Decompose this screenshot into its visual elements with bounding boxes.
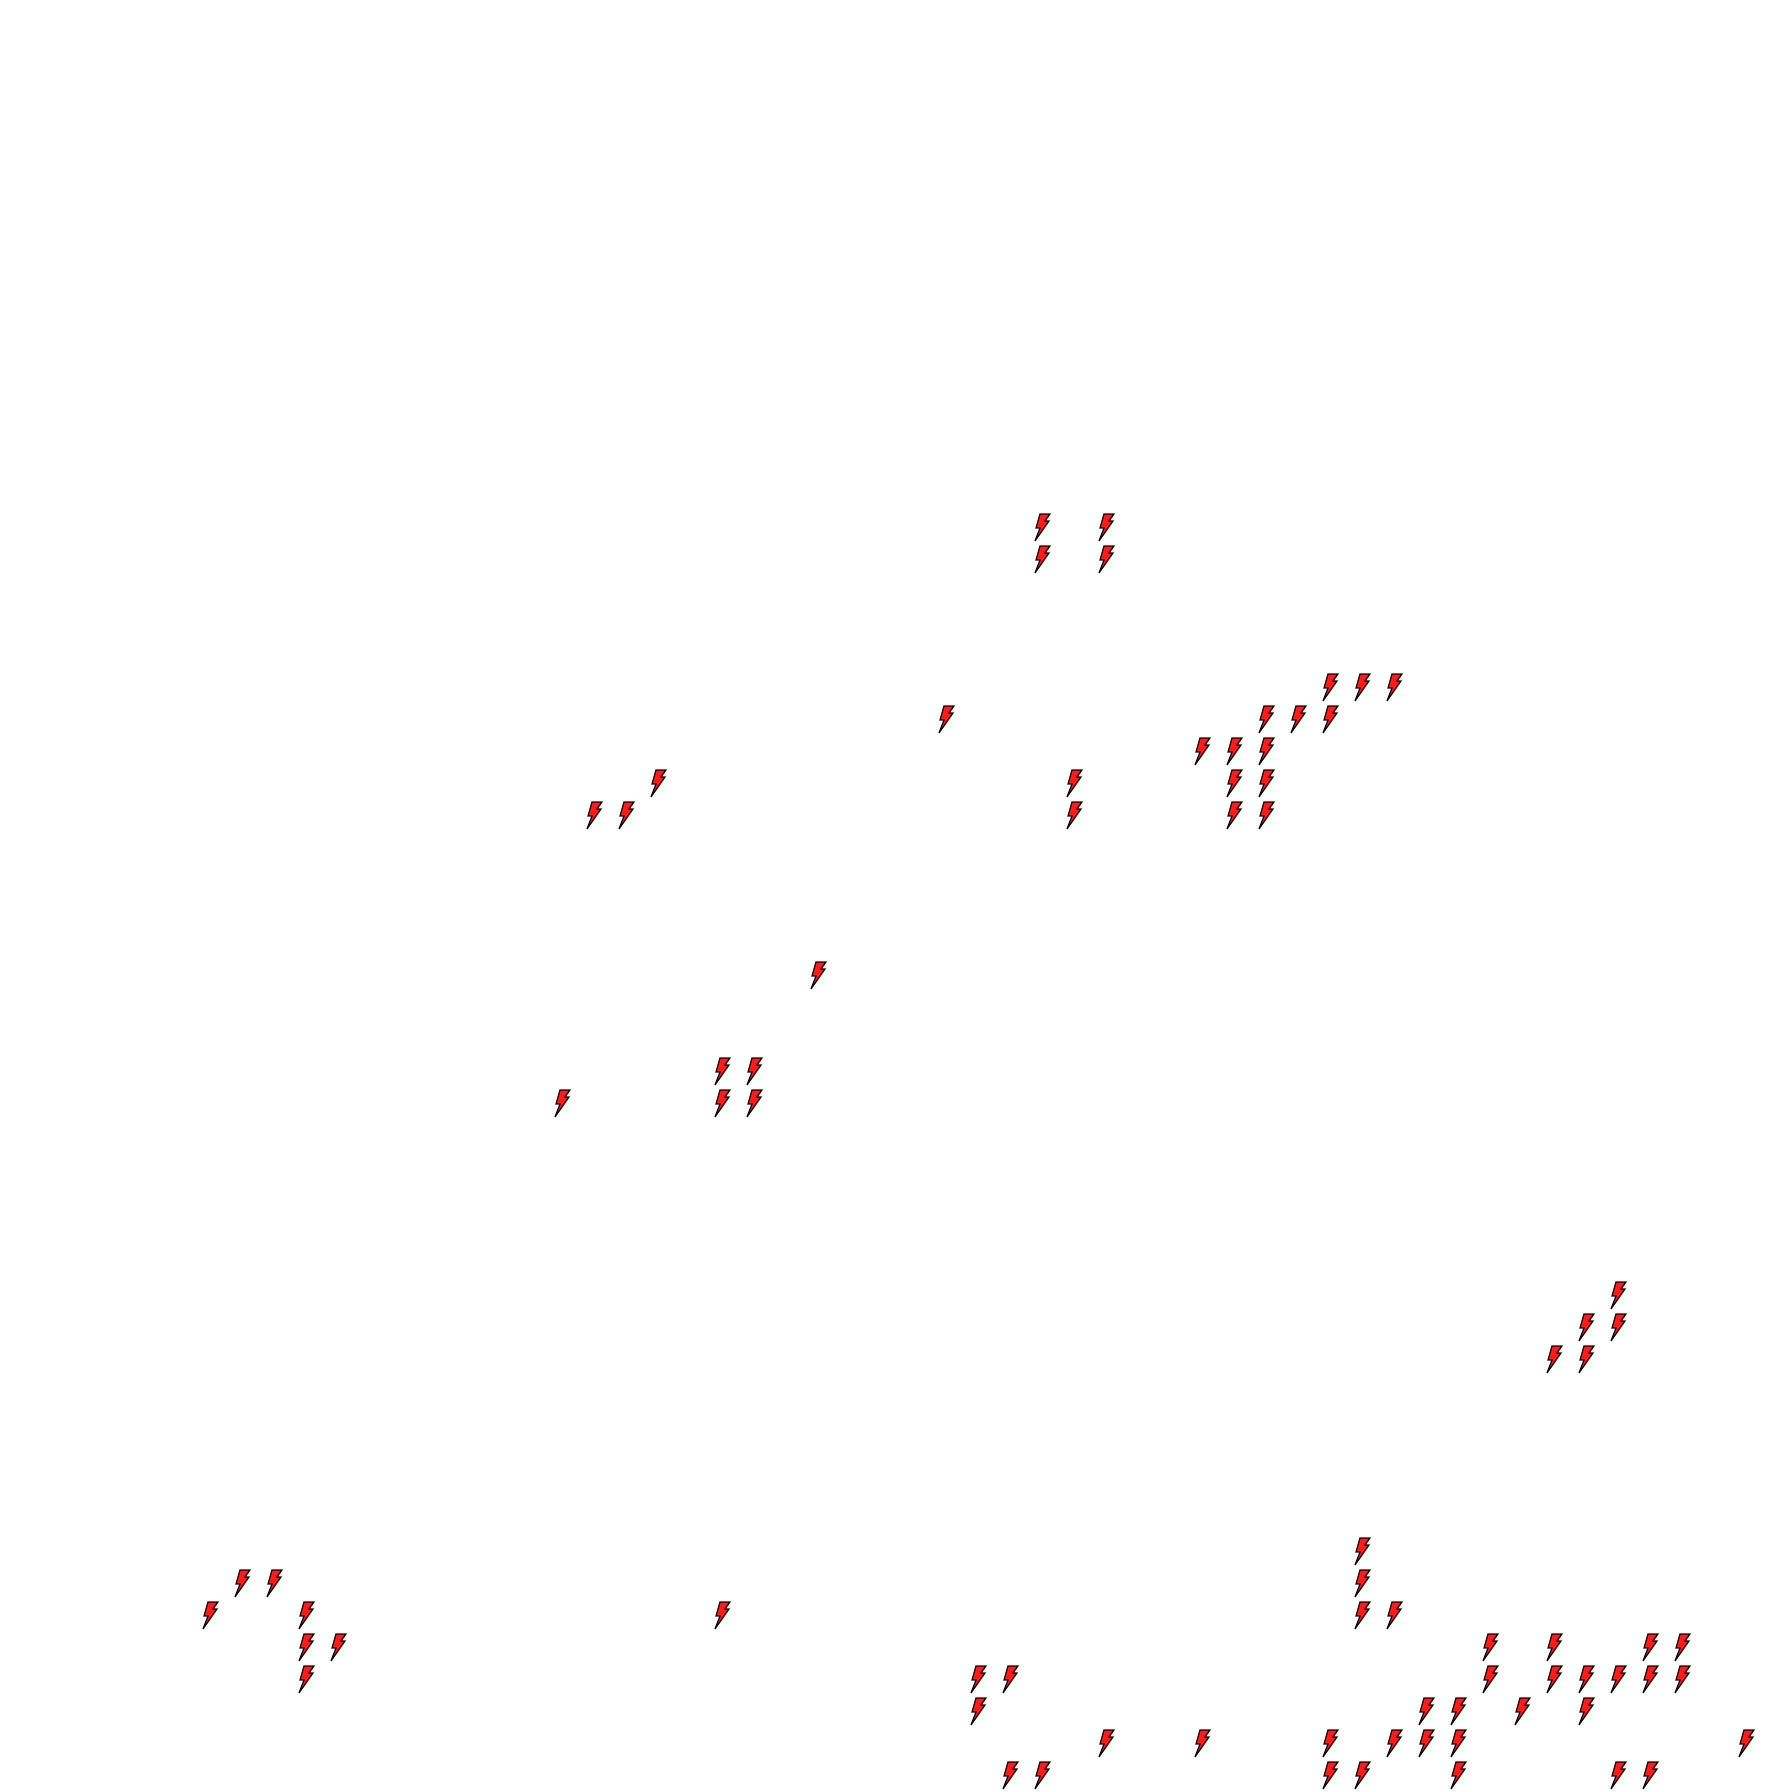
lightning-bolt-icon[interactable]: [1416, 1697, 1436, 1727]
lightning-bolt-icon[interactable]: [1352, 1601, 1372, 1631]
lightning-bolt-icon[interactable]: [1096, 513, 1116, 543]
lightning-bolt-icon[interactable]: [1256, 769, 1276, 799]
lightning-bolt-icon[interactable]: [1320, 1761, 1340, 1791]
lightning-bolt-icon[interactable]: [1608, 1313, 1628, 1343]
lightning-bolt-icon[interactable]: [1096, 545, 1116, 575]
lightning-bolt-icon[interactable]: [264, 1569, 284, 1599]
lightning-bolt-icon[interactable]: [1544, 1345, 1564, 1375]
lightning-bolt-icon[interactable]: [1384, 1729, 1404, 1759]
lightning-bolt-icon[interactable]: [200, 1601, 220, 1631]
lightning-bolt-icon[interactable]: [1288, 705, 1308, 735]
lightning-bolt-icon[interactable]: [1576, 1313, 1596, 1343]
lightning-bolt-icon[interactable]: [1672, 1633, 1692, 1663]
lightning-bolt-icon[interactable]: [1192, 737, 1212, 767]
lightning-bolt-icon[interactable]: [296, 1665, 316, 1695]
lightning-bolt-icon[interactable]: [1480, 1665, 1500, 1695]
lightning-bolt-icon[interactable]: [1000, 1665, 1020, 1695]
lightning-bolt-icon[interactable]: [1608, 1281, 1628, 1311]
lightning-bolt-icon[interactable]: [744, 1089, 764, 1119]
lightning-bolt-icon[interactable]: [232, 1569, 252, 1599]
lightning-bolt-icon[interactable]: [1224, 769, 1244, 799]
lightning-bolt-icon[interactable]: [808, 961, 828, 991]
lightning-bolt-icon[interactable]: [1512, 1697, 1532, 1727]
lightning-bolt-icon[interactable]: [1352, 673, 1372, 703]
lightning-bolt-icon[interactable]: [1672, 1665, 1692, 1695]
lightning-bolt-icon[interactable]: [1384, 673, 1404, 703]
lightning-bolt-icon[interactable]: [1256, 705, 1276, 735]
lightning-bolt-icon[interactable]: [1000, 1761, 1020, 1791]
lightning-bolt-icon[interactable]: [1640, 1761, 1660, 1791]
lightning-bolt-icon[interactable]: [552, 1089, 572, 1119]
lightning-bolt-icon[interactable]: [1256, 801, 1276, 831]
lightning-bolt-icon[interactable]: [1320, 705, 1340, 735]
lightning-bolt-icon[interactable]: [968, 1697, 988, 1727]
lightning-bolt-icon[interactable]: [1416, 1729, 1436, 1759]
lightning-bolt-icon[interactable]: [1448, 1729, 1468, 1759]
lightning-bolt-icon[interactable]: [1544, 1665, 1564, 1695]
lightning-bolt-icon[interactable]: [1064, 769, 1084, 799]
lightning-bolt-icon[interactable]: [1192, 1729, 1212, 1759]
lightning-bolt-icon[interactable]: [712, 1089, 732, 1119]
lightning-bolt-icon[interactable]: [1032, 513, 1052, 543]
lightning-bolt-icon[interactable]: [1064, 801, 1084, 831]
lightning-bolt-icon[interactable]: [616, 801, 636, 831]
lightning-bolt-icon[interactable]: [1320, 1729, 1340, 1759]
lightning-bolt-icon[interactable]: [1576, 1697, 1596, 1727]
lightning-bolt-icon[interactable]: [1608, 1761, 1628, 1791]
lightning-bolt-icon[interactable]: [1448, 1761, 1468, 1791]
lightning-bolt-icon[interactable]: [1448, 1697, 1468, 1727]
lightning-bolt-icon[interactable]: [936, 705, 956, 735]
lightning-bolt-icon[interactable]: [968, 1665, 988, 1695]
lightning-bolt-icon[interactable]: [744, 1057, 764, 1087]
lightning-bolt-icon[interactable]: [1096, 1729, 1116, 1759]
lightning-bolt-icon[interactable]: [296, 1633, 316, 1663]
lightning-bolt-icon[interactable]: [1256, 737, 1276, 767]
lightning-bolt-icon[interactable]: [1640, 1665, 1660, 1695]
lightning-bolt-icon[interactable]: [1384, 1601, 1404, 1631]
lightning-bolt-icon[interactable]: [712, 1601, 732, 1631]
lightning-bolt-icon[interactable]: [1352, 1537, 1372, 1567]
lightning-bolt-icon[interactable]: [1352, 1569, 1372, 1599]
lightning-bolt-icon[interactable]: [1640, 1633, 1660, 1663]
lightning-bolt-icon[interactable]: [1576, 1665, 1596, 1695]
lightning-bolt-icon[interactable]: [1576, 1345, 1596, 1375]
lightning-bolt-icon[interactable]: [296, 1601, 316, 1631]
lightning-bolt-icon[interactable]: [1320, 673, 1340, 703]
lightning-bolt-icon[interactable]: [1608, 1665, 1628, 1695]
lightning-bolt-icon[interactable]: [1480, 1633, 1500, 1663]
lightning-bolt-icon[interactable]: [712, 1057, 732, 1087]
lightning-bolt-icon[interactable]: [1736, 1729, 1756, 1759]
lightning-bolt-icon[interactable]: [648, 769, 668, 799]
lightning-bolt-icon[interactable]: [1352, 1761, 1372, 1791]
lightning-bolt-icon[interactable]: [1224, 801, 1244, 831]
lightning-bolt-icon[interactable]: [1544, 1633, 1564, 1663]
lightning-bolt-icon[interactable]: [1032, 1761, 1052, 1791]
lightning-bolt-icon[interactable]: [328, 1633, 348, 1663]
lightning-bolt-icon[interactable]: [1224, 737, 1244, 767]
lightning-bolt-icon[interactable]: [584, 801, 604, 831]
lightning-bolt-icon[interactable]: [1032, 545, 1052, 575]
